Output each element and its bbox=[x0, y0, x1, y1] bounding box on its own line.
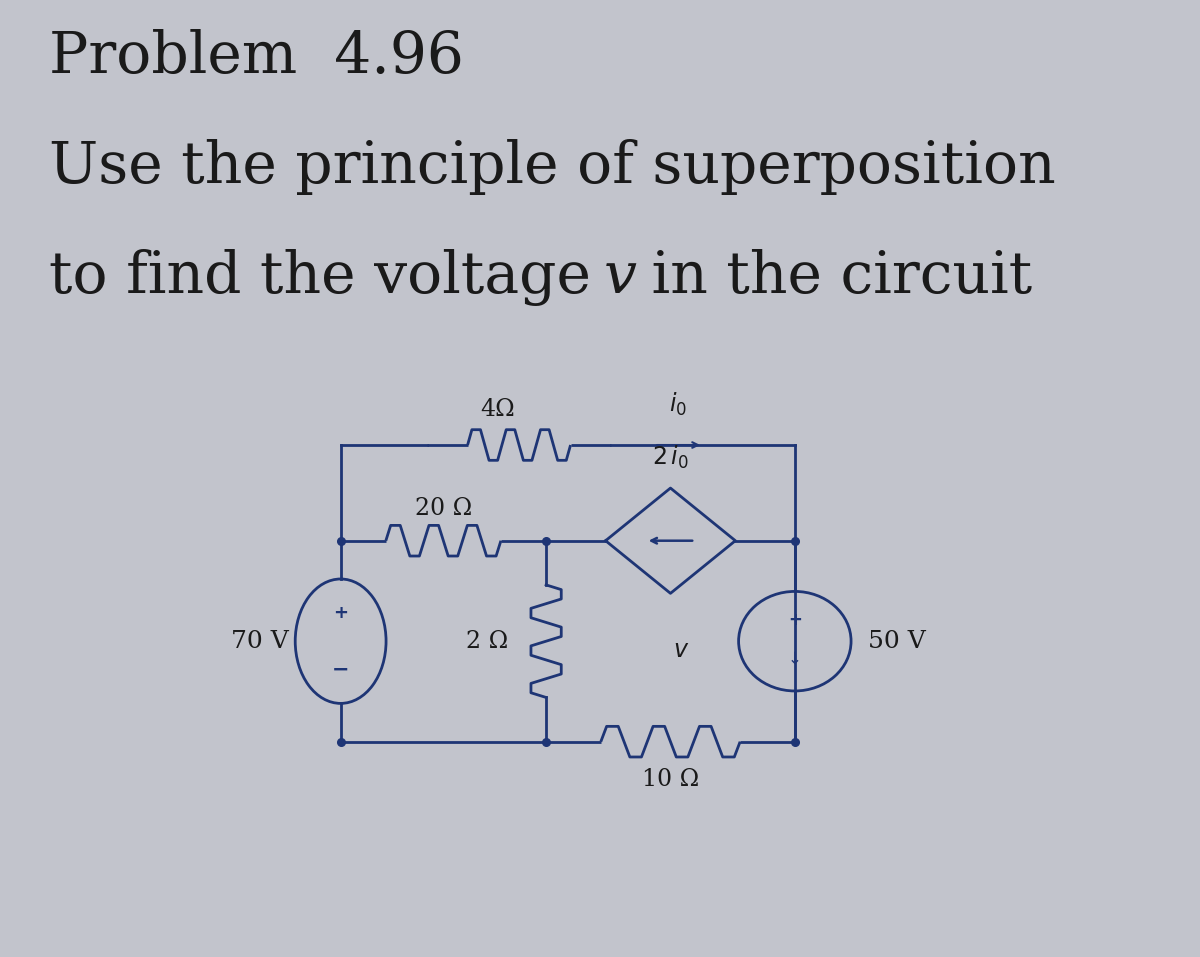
Text: 4Ω: 4Ω bbox=[480, 398, 515, 421]
Text: to find the voltage: to find the voltage bbox=[49, 249, 610, 306]
Text: 20 Ω: 20 Ω bbox=[415, 497, 472, 520]
Text: 50 V: 50 V bbox=[869, 630, 926, 653]
Text: Problem  4.96: Problem 4.96 bbox=[49, 29, 463, 85]
Text: −: − bbox=[332, 659, 349, 679]
Text: v: v bbox=[604, 249, 636, 305]
Text: $i_0$: $i_0$ bbox=[670, 391, 688, 418]
Text: ↓: ↓ bbox=[788, 650, 802, 668]
Text: +: + bbox=[334, 604, 348, 622]
Text: in the circuit: in the circuit bbox=[632, 249, 1032, 305]
Text: 10 Ω: 10 Ω bbox=[642, 768, 700, 791]
Text: $2\,i_0$: $2\,i_0$ bbox=[652, 444, 689, 471]
Text: 70 V: 70 V bbox=[230, 630, 288, 653]
Text: Use the principle of superposition: Use the principle of superposition bbox=[49, 139, 1056, 195]
Text: +: + bbox=[788, 612, 802, 630]
Text: 2 Ω: 2 Ω bbox=[466, 630, 509, 653]
Text: $v$: $v$ bbox=[673, 639, 690, 662]
